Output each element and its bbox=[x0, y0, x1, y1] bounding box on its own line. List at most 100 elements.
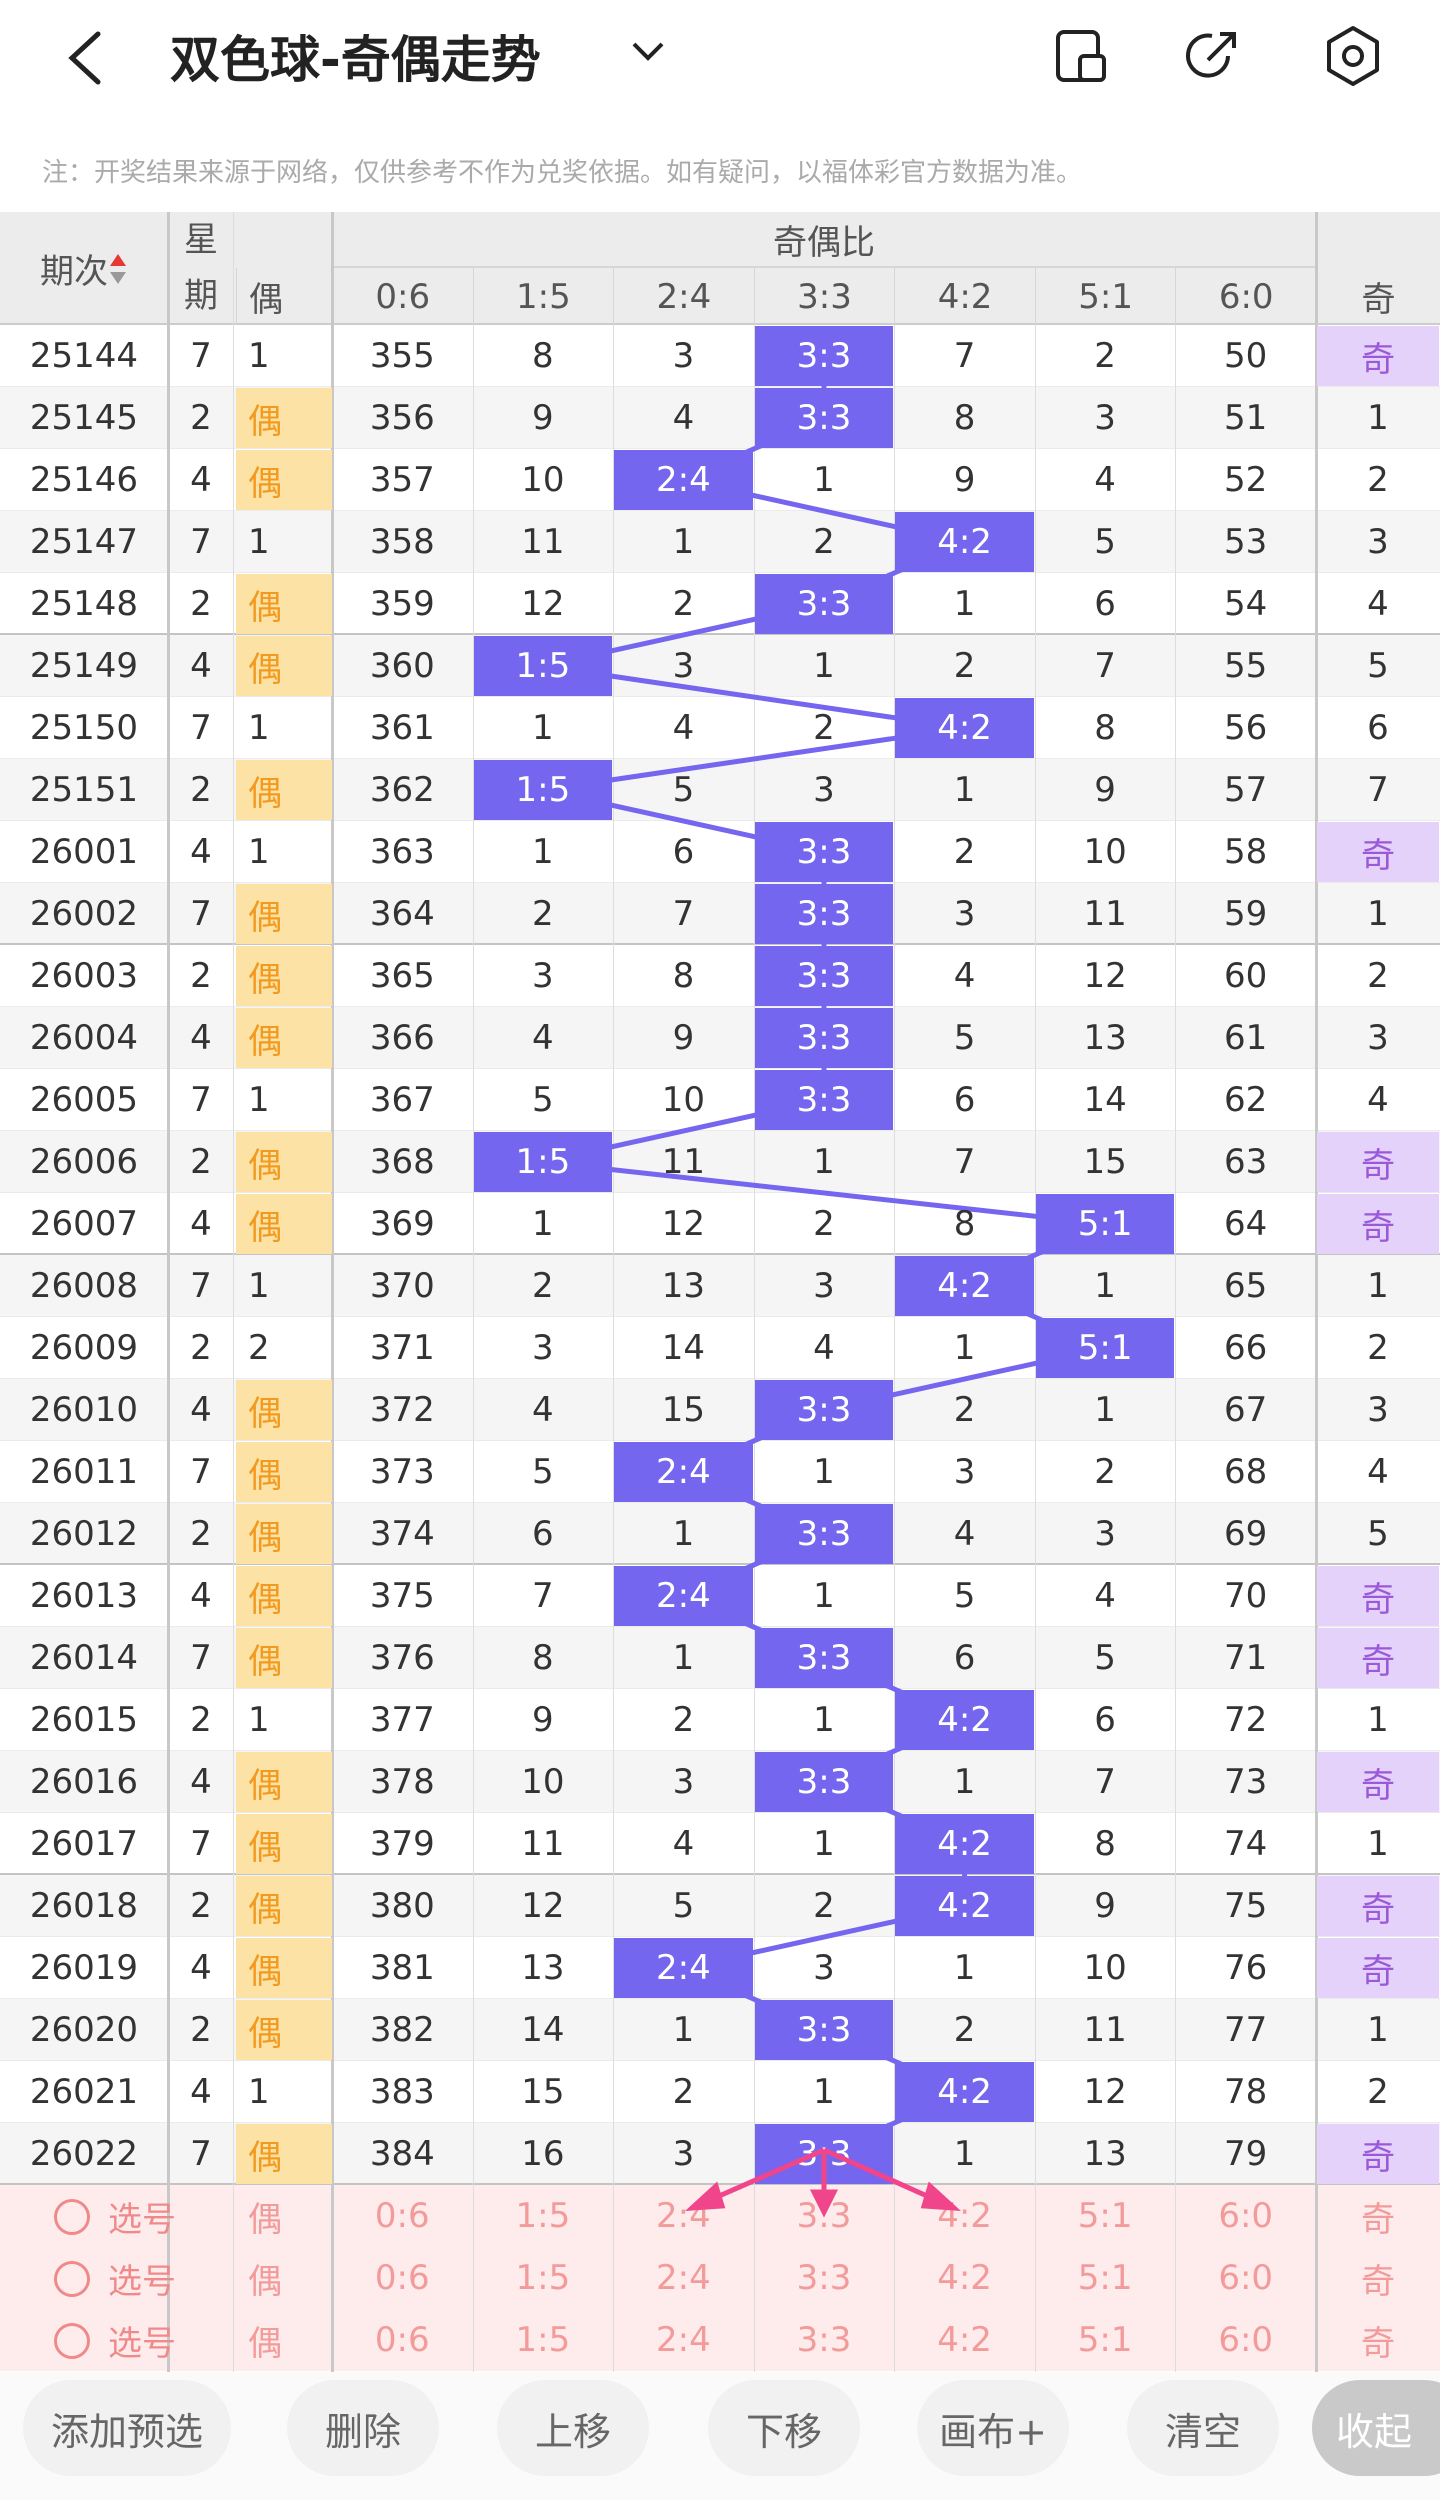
cell: 3 bbox=[672, 1762, 695, 1802]
issue: 26020 bbox=[29, 2010, 139, 2050]
hit-cell: 奇 bbox=[1316, 1566, 1439, 1626]
cell: 2 bbox=[1367, 460, 1389, 500]
hit-cell: 偶 bbox=[236, 884, 332, 944]
cell: 7 bbox=[672, 894, 695, 934]
weekday: 4 bbox=[190, 646, 212, 686]
cell: 2 bbox=[672, 1700, 695, 1740]
weekday: 2 bbox=[190, 956, 212, 996]
cell: 357 bbox=[369, 460, 435, 500]
settings-icon[interactable] bbox=[1322, 24, 1384, 88]
dropdown[interactable] bbox=[630, 40, 666, 64]
preview-cell: 偶 bbox=[248, 2199, 282, 2240]
issue: 26022 bbox=[29, 2134, 139, 2174]
hit-cell: 4:2 bbox=[895, 2062, 1034, 2122]
radio[interactable] bbox=[54, 2261, 90, 2297]
cell: 3 bbox=[1367, 1390, 1389, 1430]
cell: 7 bbox=[953, 336, 976, 376]
cell: 1 bbox=[532, 1204, 554, 1244]
cell: 5 bbox=[1094, 1638, 1116, 1678]
cell: 62 bbox=[1224, 1080, 1268, 1120]
hit-cell: 3:3 bbox=[754, 1504, 894, 1564]
cell: 11 bbox=[521, 522, 565, 562]
cell: 4 bbox=[953, 956, 976, 996]
preview-cell: 偶 bbox=[248, 2323, 282, 2364]
cell: 58 bbox=[1224, 832, 1268, 872]
cell: 2 bbox=[1367, 2072, 1389, 2112]
back-button[interactable] bbox=[60, 28, 110, 88]
issue: 25144 bbox=[29, 336, 139, 376]
sort-icon[interactable] bbox=[108, 252, 128, 286]
cell: 75 bbox=[1224, 1886, 1268, 1926]
toolbar-button[interactable]: 上移 bbox=[497, 2380, 649, 2476]
cell: 72 bbox=[1224, 1700, 1268, 1740]
cell: 1 bbox=[953, 1328, 976, 1368]
radio[interactable] bbox=[54, 2323, 90, 2359]
cell: 4 bbox=[1367, 584, 1389, 624]
cell: 1 bbox=[1094, 1390, 1116, 1430]
cell: 76 bbox=[1224, 1948, 1268, 1988]
cell: 373 bbox=[369, 1452, 435, 1492]
cell: 4 bbox=[1094, 460, 1116, 500]
cell: 16 bbox=[521, 2134, 565, 2174]
weekday: 2 bbox=[190, 584, 212, 624]
column-divider bbox=[233, 212, 234, 2372]
hit-cell: 4:2 bbox=[895, 1876, 1034, 1936]
hit-cell: 偶 bbox=[236, 1194, 332, 1254]
cell: 3 bbox=[532, 1328, 554, 1368]
issue: 25147 bbox=[29, 522, 139, 562]
hit-cell: 偶 bbox=[236, 946, 332, 1006]
cell: 376 bbox=[369, 1638, 435, 1678]
cell: 11 bbox=[521, 1824, 565, 1864]
weekday: 2 bbox=[190, 770, 212, 810]
cell: 1 bbox=[248, 1266, 270, 1306]
cell: 1 bbox=[672, 1514, 695, 1554]
weekday: 7 bbox=[190, 1452, 212, 1492]
cell: 68 bbox=[1224, 1452, 1268, 1492]
hit-cell: 奇 bbox=[1316, 1876, 1439, 1936]
hit-cell: 1:5 bbox=[473, 1132, 613, 1192]
preview-label: 选号 bbox=[108, 2323, 176, 2364]
toolbar-button[interactable]: 下移 bbox=[708, 2380, 860, 2476]
hit-cell: 3:3 bbox=[754, 822, 894, 882]
radio[interactable] bbox=[54, 2199, 90, 2235]
cell: 1 bbox=[953, 2134, 976, 2174]
toolbar-button[interactable]: 收起 bbox=[1312, 2380, 1440, 2476]
cell: 1 bbox=[248, 336, 270, 376]
cell: 52 bbox=[1224, 460, 1268, 500]
column-divider bbox=[1175, 325, 1177, 2372]
cell: 9 bbox=[532, 398, 554, 438]
hit-cell: 3:3 bbox=[754, 946, 894, 1006]
share-icon[interactable] bbox=[1182, 26, 1242, 86]
cell: 61 bbox=[1224, 1018, 1268, 1058]
cell: 4 bbox=[1367, 1080, 1389, 1120]
toolbar-button[interactable]: 清空 bbox=[1127, 2380, 1279, 2476]
layout-icon[interactable] bbox=[1050, 26, 1110, 86]
cell: 2 bbox=[672, 2072, 695, 2112]
toolbar-button[interactable]: 添加预选 bbox=[23, 2380, 231, 2476]
issue: 25148 bbox=[29, 584, 139, 624]
weekday: 7 bbox=[190, 1824, 212, 1864]
toolbar-button[interactable]: 删除 bbox=[287, 2380, 439, 2476]
preview-cell: 3:3 bbox=[796, 2196, 852, 2236]
title: 双色球-奇偶走势 bbox=[170, 31, 541, 89]
cell: 12 bbox=[521, 1886, 565, 1926]
cell: 364 bbox=[369, 894, 435, 934]
preview-cell: 0:6 bbox=[374, 2196, 430, 2236]
issue: 26018 bbox=[29, 1886, 139, 1926]
cell: 13 bbox=[1083, 1018, 1127, 1058]
column-divider bbox=[472, 325, 474, 2372]
cell: 375 bbox=[369, 1576, 435, 1616]
column-divider bbox=[331, 212, 334, 2372]
cell: 8 bbox=[1094, 708, 1116, 748]
hit-cell: 偶 bbox=[236, 450, 332, 510]
preview-cell: 奇 bbox=[1360, 2261, 1395, 2302]
group-header: 奇偶比 bbox=[332, 212, 1316, 268]
toolbar-button[interactable]: 画布+ bbox=[917, 2380, 1069, 2476]
cell: 1 bbox=[953, 1948, 976, 1988]
issue: 26007 bbox=[29, 1204, 139, 1244]
cell: 8 bbox=[532, 1638, 554, 1678]
column-header: 2:4 bbox=[613, 268, 754, 325]
cell: 370 bbox=[369, 1266, 435, 1306]
cell: 3 bbox=[672, 2134, 695, 2174]
issue: 26009 bbox=[29, 1328, 139, 1368]
